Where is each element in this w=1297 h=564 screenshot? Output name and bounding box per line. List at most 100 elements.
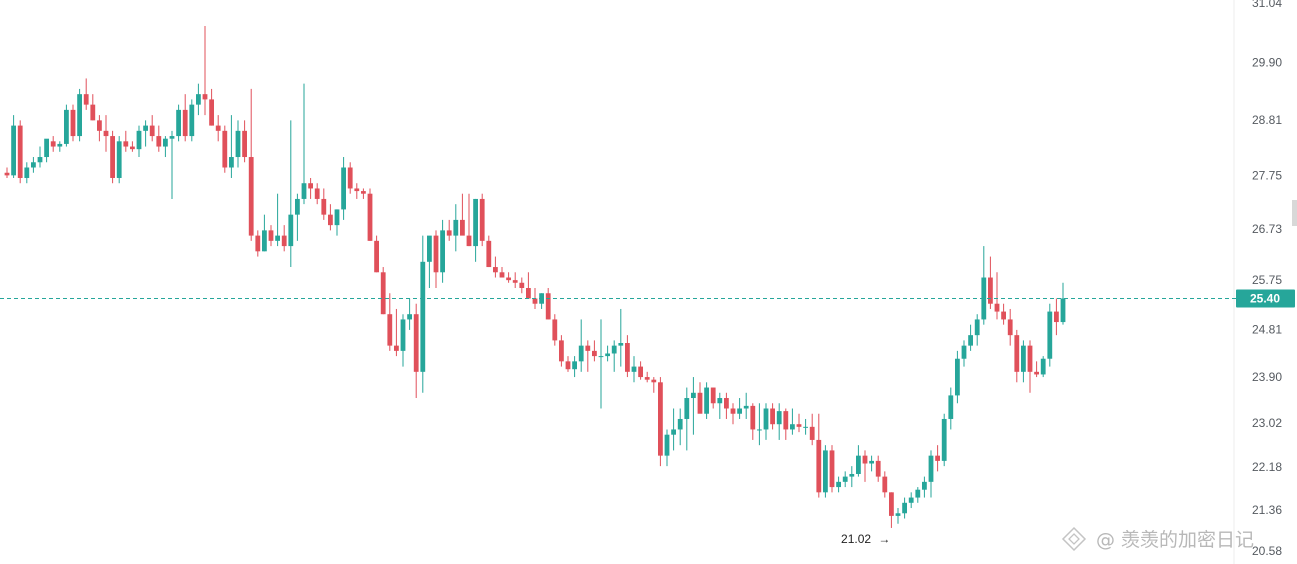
candle bbox=[334, 209, 340, 236]
candle-body bbox=[156, 136, 162, 147]
candle bbox=[169, 130, 175, 199]
candle bbox=[1014, 329, 1020, 383]
candle bbox=[196, 83, 201, 116]
candle bbox=[420, 235, 426, 393]
candle-body bbox=[889, 492, 894, 516]
candle bbox=[658, 377, 663, 467]
candle-body bbox=[97, 120, 102, 131]
candle-body bbox=[394, 345, 399, 351]
candle-body bbox=[1054, 311, 1059, 323]
candle-body bbox=[757, 429, 762, 431]
candle bbox=[209, 88, 214, 126]
candle-body bbox=[1001, 311, 1006, 320]
candle bbox=[176, 104, 181, 142]
candle bbox=[222, 125, 228, 173]
candle bbox=[413, 303, 419, 399]
candle bbox=[83, 78, 89, 110]
price-scale-handle[interactable] bbox=[1292, 200, 1297, 226]
current-price-tag-background bbox=[1236, 289, 1295, 308]
candle-body bbox=[545, 293, 551, 320]
candle bbox=[697, 382, 703, 414]
candle-body bbox=[367, 193, 373, 241]
candle-body bbox=[268, 230, 274, 241]
candle bbox=[314, 183, 320, 205]
candle-body bbox=[57, 143, 63, 147]
candle bbox=[288, 120, 294, 268]
candle-body bbox=[116, 141, 122, 178]
candle-body bbox=[922, 481, 927, 490]
candle-body bbox=[136, 130, 142, 150]
candle-body bbox=[625, 343, 630, 372]
candle-body bbox=[618, 343, 624, 346]
candle bbox=[473, 198, 478, 262]
candle bbox=[664, 429, 670, 467]
candle bbox=[757, 403, 762, 446]
candle bbox=[64, 104, 69, 147]
candle bbox=[189, 99, 195, 142]
y-tick-label: 23.02 bbox=[1252, 416, 1282, 430]
watermark: @ 羡羡的加密日记 bbox=[1061, 526, 1254, 552]
candle bbox=[1047, 303, 1053, 367]
low-price-annotation: 21.02 → bbox=[841, 532, 890, 546]
candle-body bbox=[658, 382, 663, 456]
candle bbox=[618, 308, 624, 367]
candle-body bbox=[380, 272, 386, 315]
candle-body bbox=[215, 125, 221, 131]
candle-body bbox=[974, 319, 980, 336]
candle bbox=[1040, 356, 1046, 378]
candle-body bbox=[935, 455, 940, 461]
candle bbox=[361, 188, 366, 199]
candle-body bbox=[202, 94, 208, 100]
candle-body bbox=[235, 130, 241, 158]
candle-body bbox=[110, 136, 115, 178]
candle bbox=[44, 138, 49, 163]
candle-body bbox=[1027, 345, 1033, 372]
candle-body bbox=[11, 125, 16, 176]
candle bbox=[902, 497, 907, 519]
candle bbox=[809, 413, 815, 446]
candle bbox=[829, 445, 835, 493]
candle bbox=[1034, 361, 1039, 378]
candle bbox=[4, 167, 10, 178]
candle-body bbox=[1040, 358, 1046, 375]
candle-body bbox=[763, 408, 769, 430]
candle-body bbox=[1021, 345, 1026, 372]
candle-body bbox=[209, 99, 214, 126]
candle bbox=[202, 26, 208, 116]
candle-body bbox=[347, 167, 353, 189]
candle-body bbox=[598, 356, 604, 358]
candle bbox=[922, 476, 927, 498]
candle bbox=[763, 403, 769, 440]
candle bbox=[803, 418, 808, 435]
candle-body bbox=[724, 398, 729, 409]
candle bbox=[486, 235, 492, 268]
candle bbox=[275, 193, 280, 247]
candle bbox=[823, 445, 828, 498]
candle bbox=[796, 413, 802, 433]
candle bbox=[651, 377, 657, 393]
candle-body bbox=[750, 405, 756, 430]
candle bbox=[816, 413, 822, 498]
candle bbox=[460, 193, 465, 236]
candle bbox=[842, 471, 848, 488]
candle-body bbox=[928, 455, 934, 482]
candle bbox=[387, 293, 393, 351]
candle-body bbox=[328, 214, 333, 226]
candle bbox=[268, 225, 274, 247]
candle bbox=[941, 413, 947, 467]
candle bbox=[367, 188, 373, 241]
candle bbox=[935, 445, 940, 472]
candle-body bbox=[941, 418, 947, 461]
candle-body bbox=[1007, 319, 1013, 336]
candle bbox=[116, 136, 122, 184]
candle bbox=[156, 125, 162, 152]
candle-body bbox=[823, 450, 828, 493]
candle bbox=[90, 94, 96, 121]
candle bbox=[248, 88, 254, 241]
candle-body bbox=[1047, 311, 1053, 359]
candle-body bbox=[552, 319, 558, 341]
current-price-tag: 25.40 bbox=[1236, 289, 1295, 308]
candle-body bbox=[895, 513, 901, 516]
